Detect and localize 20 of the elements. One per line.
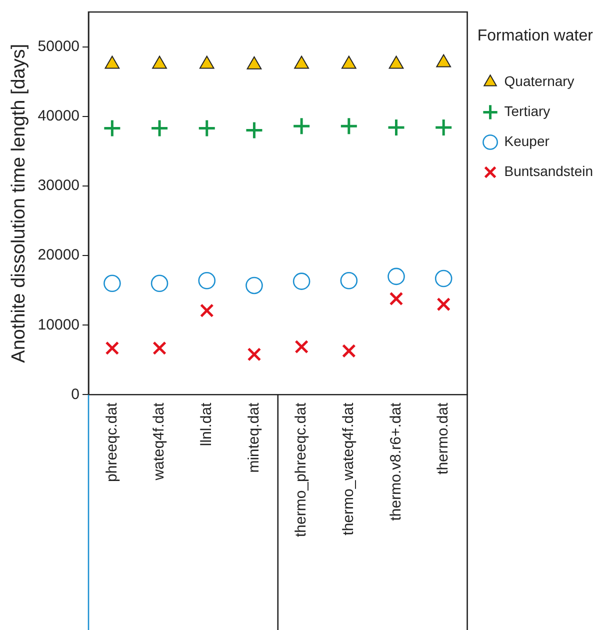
x-tick-label: wateq4f.dat [150,402,168,482]
x-tick-label: minteq.dat [245,402,262,473]
y-tick-label: 20000 [38,246,80,264]
x-tick-label: phreeqc.dat [103,402,120,482]
legend-label: Keuper [504,133,550,150]
x-tick-label: thermo.v8.r6+.dat [387,402,404,521]
x-tick-label: llnl.dat [198,402,216,446]
y-tick-label: 40000 [38,108,80,125]
y-tick-label: 50000 [38,38,80,55]
legend-label: Quaternary [504,73,574,90]
y-tick-label: 10000 [38,316,80,334]
x-tick-label: thermo_phreeqc.dat [292,402,310,538]
legend-title: Formation water [477,27,594,44]
legend-label: Buntsandstein [504,163,594,180]
y-axis-title: Anothite dissolution time length [days] [8,44,30,363]
y-tick-label: 30000 [38,177,80,194]
legend-label: Tertiary [504,103,550,120]
x-tick-label: thermo_wateq4f.dat [340,402,358,536]
y-tick-label: 0 [71,386,80,403]
x-tick-label: thermo.dat [434,402,452,474]
